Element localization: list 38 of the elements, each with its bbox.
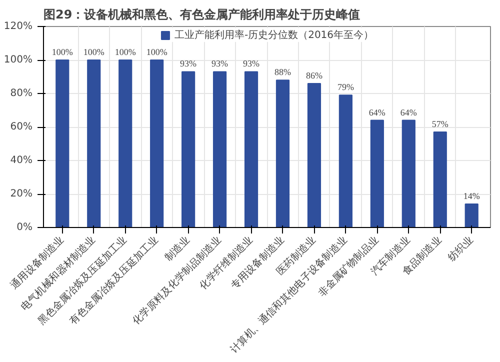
data-label: 64% — [400, 107, 418, 118]
y-tick-label: 80% — [10, 88, 33, 99]
bar — [244, 71, 258, 228]
y-tick-label: 120% — [4, 21, 33, 32]
y-tick-label: 0% — [16, 222, 33, 233]
data-label: 93% — [180, 58, 198, 69]
bar — [56, 60, 70, 228]
x-tick-label: 纺织业 — [446, 234, 476, 264]
legend-label: 工业产能利用率-历史分位数（2016年至今） — [174, 28, 374, 42]
bar — [464, 204, 478, 228]
chart-title: 图29：设备机械和黑色、有色金属产能利用率处于历史峰值 — [44, 8, 360, 22]
data-label: 57% — [432, 119, 449, 130]
y-tick-label: 40% — [10, 155, 33, 166]
data-label: 64% — [368, 107, 386, 118]
bar — [307, 82, 322, 228]
data-label: 14% — [463, 191, 480, 202]
data-label: 88% — [274, 67, 292, 78]
bar — [182, 71, 196, 228]
bar — [433, 132, 447, 228]
bar — [370, 120, 384, 228]
bar — [150, 60, 164, 228]
bar — [402, 120, 416, 228]
data-label: 79% — [337, 82, 354, 92]
y-tick-label: 100% — [4, 54, 33, 66]
bar — [212, 71, 227, 228]
data-label: 93% — [243, 58, 260, 69]
bar — [87, 60, 101, 228]
bar — [118, 60, 132, 228]
bar — [276, 80, 290, 228]
data-label: 100% — [114, 47, 136, 57]
y-tick-label: 20% — [10, 188, 33, 200]
data-label: 100% — [146, 47, 168, 57]
data-label: 93% — [212, 58, 229, 69]
bar — [338, 94, 352, 228]
y-tick-label: 60% — [10, 122, 33, 132]
data-label: 100% — [83, 47, 105, 57]
data-label: 100% — [52, 47, 74, 57]
data-label: 86% — [306, 70, 323, 80]
